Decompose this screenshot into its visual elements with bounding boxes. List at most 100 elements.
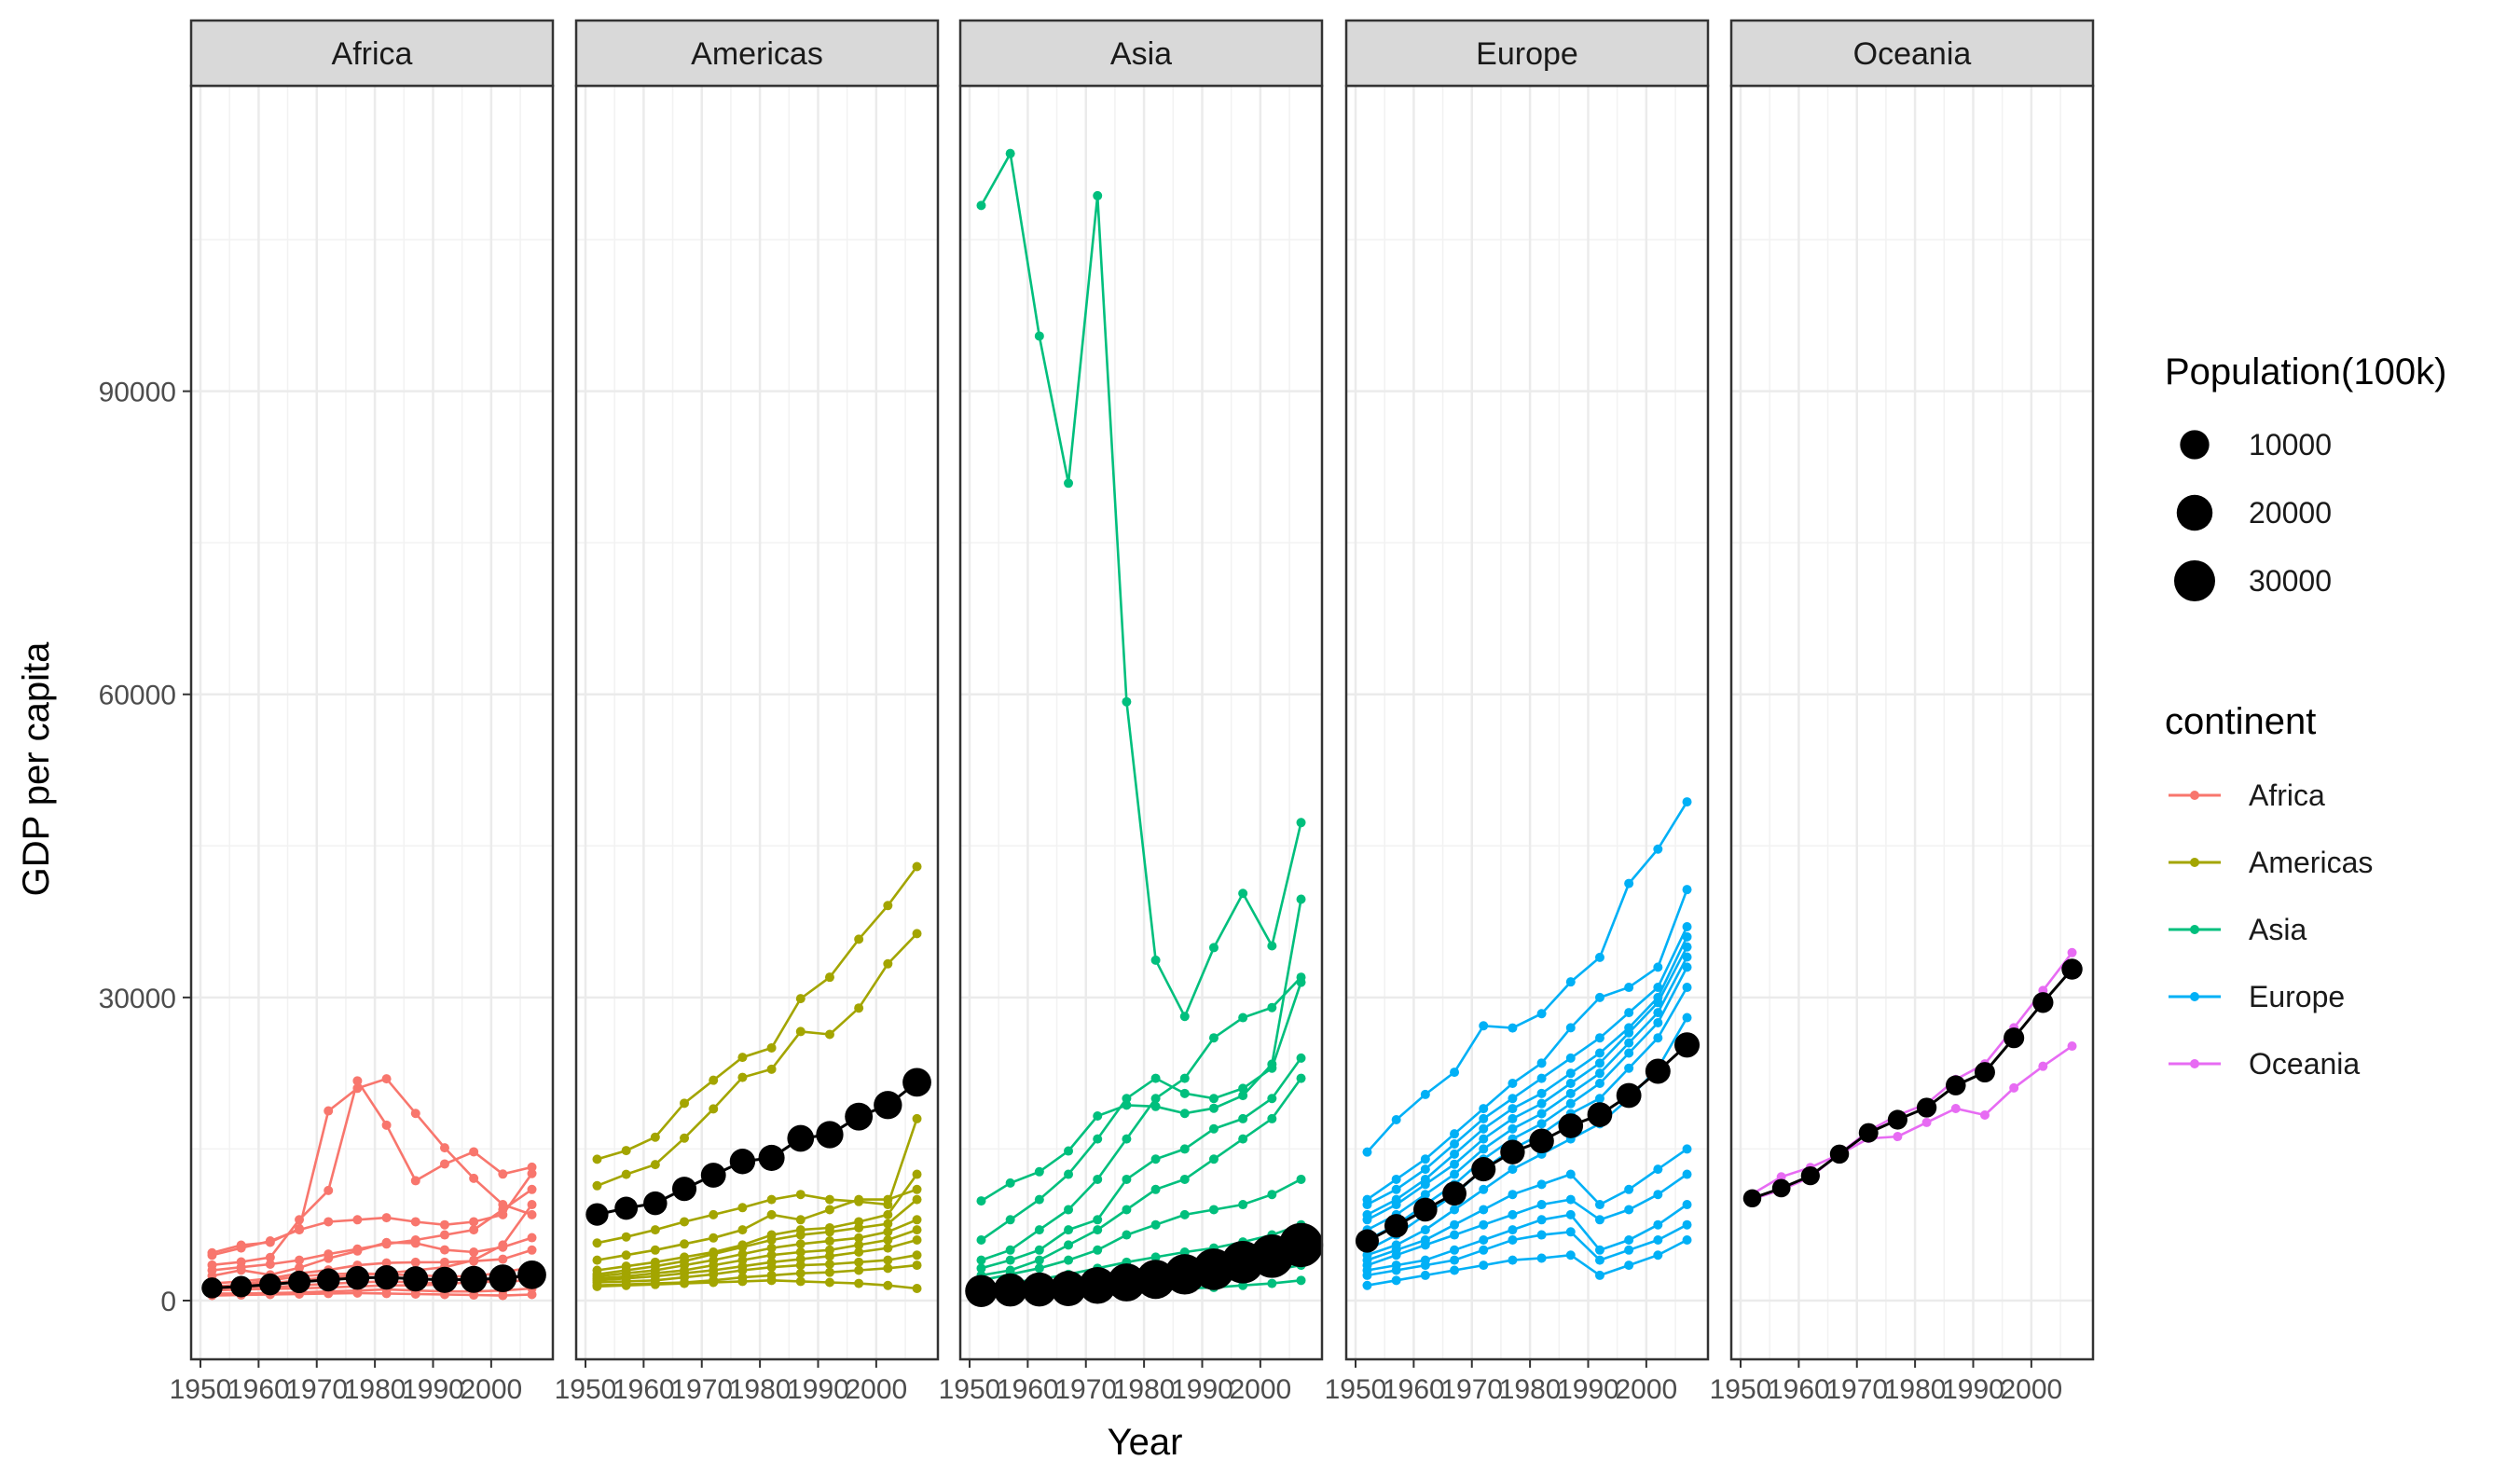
size-legend-label: 30000 (2249, 564, 2332, 598)
mean-point (1278, 1222, 1324, 1268)
country-line (981, 976, 1302, 1261)
country-point (207, 1250, 217, 1260)
country-point (1653, 844, 1663, 854)
facet-strip (1344, 19, 1710, 88)
country-point (1565, 977, 1576, 987)
country-point (1479, 1245, 1489, 1255)
country-point (1420, 1240, 1430, 1250)
country-point (1624, 983, 1634, 993)
mean-point (259, 1273, 282, 1296)
country-point (795, 1026, 806, 1037)
color-legend-keys: Africa Americas Asia Europe Oceania (2169, 778, 2373, 1081)
country-point (469, 1147, 479, 1157)
country-point (498, 1290, 508, 1301)
x-tick-label: 1970 (285, 1374, 348, 1405)
country-point (381, 1237, 392, 1247)
country-point (498, 1169, 508, 1179)
country-point (1508, 1123, 1518, 1134)
country-point (650, 1245, 660, 1255)
country-point (1479, 1260, 1489, 1271)
country-point (1594, 1033, 1604, 1043)
country-point (1624, 1184, 1634, 1194)
country-point (410, 1176, 420, 1186)
country-point (912, 1215, 922, 1225)
country-point (1362, 1200, 1372, 1210)
legend: Population(100k) 10000 20000 30000 contine… (2165, 351, 2446, 1081)
country-point (1979, 1109, 1990, 1120)
country-point (824, 972, 834, 983)
mean-point (585, 1203, 609, 1226)
country-point (1950, 1104, 1961, 1114)
country-point (912, 1234, 922, 1245)
country-point (1420, 1190, 1430, 1200)
mean-point (2061, 958, 2083, 980)
facet-panel-americas: Americas (574, 19, 940, 1361)
country-point (1450, 1230, 1460, 1240)
country-point (1536, 1073, 1547, 1083)
country-point (1536, 1098, 1547, 1109)
mean-point (1800, 1166, 1820, 1186)
country-point (1450, 1129, 1460, 1139)
country-point (1122, 1230, 1132, 1240)
country-line (597, 1238, 917, 1282)
country-point (1653, 1250, 1663, 1260)
country-point (1594, 1068, 1604, 1079)
country-point (1150, 1184, 1161, 1194)
size-legend-title: Population(100k) (2165, 351, 2446, 393)
country-line (1367, 1223, 1688, 1277)
country-point (1420, 1225, 1430, 1235)
country-point (410, 1257, 420, 1267)
country-point (1624, 1234, 1634, 1245)
country-point (1565, 1194, 1576, 1205)
mean-point (729, 1149, 756, 1175)
country-point (1093, 190, 1103, 200)
country-line (980, 899, 1302, 1203)
country-point (912, 1194, 922, 1205)
country-point (621, 1146, 631, 1156)
country-point (1150, 1154, 1161, 1164)
country-point (1064, 1205, 1074, 1215)
country-point (265, 1252, 275, 1262)
mean-point (902, 1068, 931, 1097)
country-line (597, 865, 918, 1161)
country-point (1508, 1209, 1518, 1219)
country-point (1536, 1088, 1547, 1098)
country-point (766, 1250, 777, 1260)
country-point (1682, 922, 1692, 932)
country-point (824, 1227, 834, 1237)
color-legend-title: continent (2165, 701, 2316, 742)
country-line (1367, 1173, 1688, 1267)
country-point (912, 1184, 922, 1194)
country-point (1296, 1053, 1306, 1063)
country-point (1682, 1013, 1692, 1023)
country-point (1420, 1164, 1430, 1175)
country-point (592, 1154, 602, 1164)
country-point (1682, 983, 1692, 993)
country-point (1565, 1088, 1576, 1098)
country-point (1296, 972, 1306, 983)
country-point (766, 1275, 777, 1286)
country-point (795, 1239, 806, 1249)
country-point (976, 1263, 986, 1274)
country-point (854, 1265, 864, 1275)
country-point (824, 1267, 834, 1277)
country-point (1594, 1255, 1604, 1265)
country-point (1508, 1113, 1518, 1123)
country-point (854, 1247, 864, 1257)
country-point (1238, 1091, 1248, 1101)
country-point (883, 1227, 893, 1237)
country-point (1450, 1149, 1460, 1159)
mean-point (517, 1260, 546, 1289)
country-point (976, 1255, 986, 1265)
country-point (737, 1203, 748, 1213)
country-line (597, 1188, 917, 1261)
x-tick-label: 1970 (1054, 1374, 1117, 1405)
color-legend-label: Americas (2249, 846, 2373, 879)
country-point (680, 1278, 690, 1288)
country-point (824, 1277, 834, 1288)
x-tick-label: 1980 (729, 1374, 792, 1405)
panel-background (576, 86, 938, 1359)
country-point (1093, 1225, 1103, 1235)
country-point (324, 1106, 334, 1116)
country-point (2067, 1041, 2077, 1052)
